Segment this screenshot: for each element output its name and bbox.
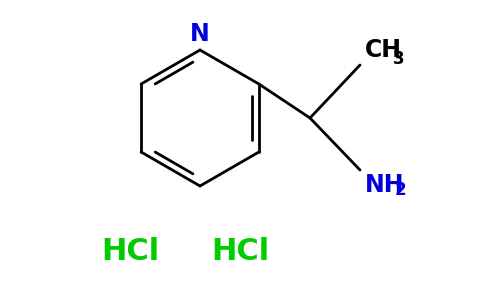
Text: HCl: HCl xyxy=(101,238,159,266)
Text: 2: 2 xyxy=(395,181,407,199)
Text: N: N xyxy=(190,22,210,46)
Text: HCl: HCl xyxy=(211,238,269,266)
Text: 3: 3 xyxy=(393,50,405,68)
Text: CH: CH xyxy=(365,38,402,62)
Text: NH: NH xyxy=(365,173,405,197)
